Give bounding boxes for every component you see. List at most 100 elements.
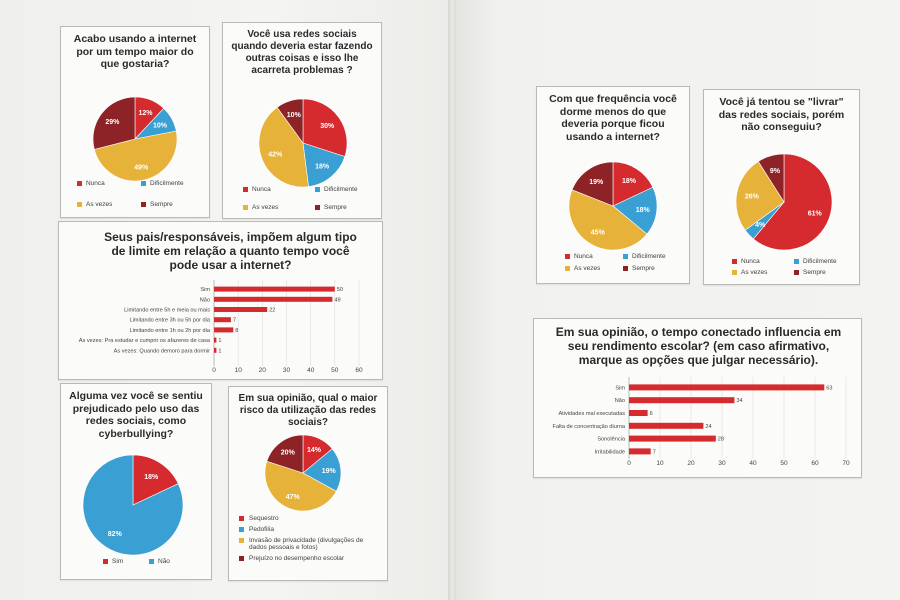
pie-slice xyxy=(302,98,348,157)
legend-swatch xyxy=(239,516,244,521)
category-label: Não xyxy=(615,398,625,404)
pie-chart: 14% 19% 47% 20% xyxy=(264,434,342,512)
pie-chart: 61% 4% 26% 9% xyxy=(735,153,833,251)
legend-label: Prejuízo no desempenho escolar xyxy=(249,555,345,562)
legend-label: Não xyxy=(158,558,170,565)
chart-card-internet-usage: Acabo usando a internet por um tempo mai… xyxy=(60,26,210,218)
legend-label: Invasão de privacidade (divulgações de d… xyxy=(249,537,364,551)
legend-swatch xyxy=(141,180,146,186)
bar xyxy=(629,410,648,416)
legend-swatch xyxy=(565,253,570,259)
bar xyxy=(214,327,234,333)
legend-item: Nunca xyxy=(243,186,271,193)
chart-title: Em sua opinião, o tempo conectado influe… xyxy=(555,325,842,367)
legend-swatch xyxy=(239,556,244,561)
legend-item: Invasão de privacidade (divulgações de d… xyxy=(239,537,379,551)
bar xyxy=(214,347,217,353)
legend-item: Nunca xyxy=(77,180,105,187)
legend-item: As vezes xyxy=(732,269,767,276)
legend-label: As vezes xyxy=(574,265,601,272)
category-label: Sim xyxy=(200,287,210,293)
legend-label: Sempre xyxy=(324,204,347,211)
x-tick-label: 70 xyxy=(842,460,850,467)
chart-title: Seus pais/responsáveis, impõem algum tip… xyxy=(104,230,357,272)
legend-item: Sempre xyxy=(623,265,655,272)
slice-label: 14% xyxy=(307,447,322,454)
pie-slice xyxy=(266,434,304,474)
legend-item: Pedofilia xyxy=(239,526,379,533)
slice-label: 19% xyxy=(589,179,604,186)
chart-title: Com que frequência você dorme menos do q… xyxy=(549,93,677,143)
slice-label: 12% xyxy=(138,110,153,117)
legend-label: Nunca xyxy=(574,253,593,260)
legend-swatch xyxy=(243,186,248,192)
legend-item: Sempre xyxy=(315,204,347,211)
chart-title: Alguma vez você se sentiu prejudicado pe… xyxy=(69,390,203,440)
category-label: Sonolência xyxy=(597,437,626,443)
slice-label: 30% xyxy=(320,123,335,130)
x-tick-label: 10 xyxy=(235,367,243,374)
chart-legend: Sequestro Pedofilia Invasão de privacida… xyxy=(239,515,379,566)
legend-swatch xyxy=(141,201,146,207)
category-label: As vezes: Quando demoro para dormir xyxy=(114,348,211,354)
slice-label: 20% xyxy=(281,450,296,457)
legend-label: As vezes xyxy=(252,204,279,211)
chart-card-quit-social: Você já tentou se "livrar" das redes soc… xyxy=(703,89,860,285)
chart-card-social-problems: Você usa redes sociais quando deveria es… xyxy=(222,22,382,219)
bar-value-label: 7 xyxy=(653,449,656,455)
bar-value-label: 7 xyxy=(233,318,236,324)
slice-label: 26% xyxy=(745,193,760,200)
pie-chart: 12%10% 49% 29% xyxy=(92,96,178,182)
legend-item: Dificilmente xyxy=(794,258,837,265)
bar-chart: 0 10 20 30 40 50 60 70 Sim 63 Não 34 Atividades mal … xyxy=(553,377,850,467)
bar-value-label: 24 xyxy=(705,424,711,430)
slice-label: 9% xyxy=(770,168,781,175)
legend-item: Nunca xyxy=(732,258,760,265)
x-tick-label: 40 xyxy=(307,367,315,374)
x-tick-label: 20 xyxy=(687,460,695,467)
legend-item: Não xyxy=(149,558,170,565)
legend-label: Nunca xyxy=(741,258,760,265)
pie-slice xyxy=(93,130,178,182)
legend-swatch xyxy=(794,269,799,275)
slice-label: 18% xyxy=(636,207,651,214)
chart-card-parent-limits: Seus pais/responsáveis, impõem algum tip… xyxy=(58,221,383,380)
slice-label: 18% xyxy=(144,474,159,481)
x-tick-label: 60 xyxy=(811,460,819,467)
slice-label: 61% xyxy=(808,211,823,218)
category-label: As vezes: Pra estudar e cumprir os afaze… xyxy=(79,338,211,344)
bar-value-label: 22 xyxy=(269,308,275,314)
slice-label: 10% xyxy=(287,112,302,119)
slice-label: 19% xyxy=(322,468,337,475)
bar-value-label: 34 xyxy=(736,398,742,404)
bar-value-label: 6 xyxy=(650,411,653,417)
x-tick-label: 30 xyxy=(283,367,291,374)
bar xyxy=(214,296,333,302)
pie-slice xyxy=(276,98,304,144)
bar-value-label: 28 xyxy=(718,437,724,443)
legend-item: Nunca xyxy=(565,253,593,260)
legend-label: Sempre xyxy=(803,269,826,276)
legend-swatch xyxy=(243,204,248,210)
pie-chart: 18% 18% 45% 19% xyxy=(568,161,658,251)
x-tick-label: 50 xyxy=(780,460,788,467)
pie-slice xyxy=(264,460,337,512)
legend-label: Dificilmente xyxy=(632,253,666,260)
bar xyxy=(214,337,217,343)
legend-item: Sequestro xyxy=(239,515,379,522)
legend-label: As vezes xyxy=(86,201,113,208)
bar-chart: 0 10 20 30 40 50 60 Sim 50 Não 49 Limitando entre 5… xyxy=(79,280,363,374)
pie-slice xyxy=(757,153,785,204)
pie-chart: 30% 18% 42% 10% xyxy=(258,98,348,188)
legend-swatch xyxy=(623,265,628,271)
legend-item: Dificilmente xyxy=(315,186,358,193)
x-tick-label: 20 xyxy=(259,367,267,374)
legend-item: Prejuízo no desempenho escolar xyxy=(239,555,379,562)
bar-value-label: 50 xyxy=(337,287,343,293)
legend-swatch xyxy=(565,265,570,271)
legend-label: Nunca xyxy=(86,180,105,187)
pie-slice xyxy=(612,186,658,235)
legend-label: Sim xyxy=(112,558,124,565)
legend-swatch xyxy=(103,558,108,564)
legend-label: Sequestro xyxy=(249,515,279,522)
